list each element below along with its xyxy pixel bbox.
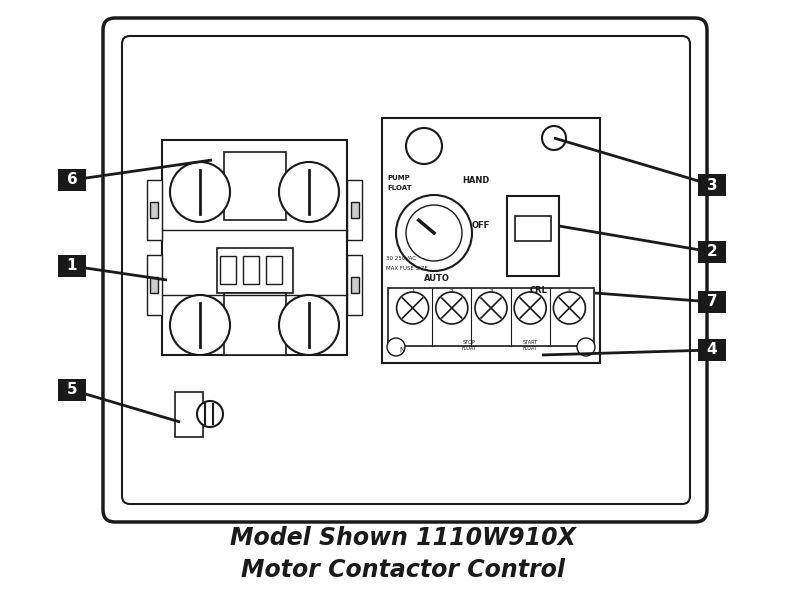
Text: 3: 3	[707, 177, 717, 192]
Text: OFF: OFF	[472, 221, 490, 230]
Bar	[58, 255, 86, 277]
Circle shape	[170, 162, 230, 222]
Bar	[243, 256, 259, 284]
Bar	[698, 174, 726, 196]
Circle shape	[397, 292, 429, 324]
Text: 4: 4	[707, 343, 717, 358]
Text: 5: 5	[67, 382, 77, 397]
Bar	[150, 202, 158, 218]
Bar	[220, 256, 236, 284]
Circle shape	[406, 128, 442, 164]
Bar	[147, 180, 162, 240]
Bar	[162, 140, 347, 355]
Text: 30 250VAC: 30 250VAC	[386, 256, 416, 261]
Bar	[58, 379, 86, 401]
Circle shape	[554, 292, 585, 324]
Text: AUTO: AUTO	[424, 274, 450, 283]
Text: Model Shown 1110W910X: Model Shown 1110W910X	[230, 526, 576, 550]
Bar	[150, 277, 158, 293]
Text: N: N	[400, 347, 405, 353]
Bar	[698, 339, 726, 361]
Text: 5: 5	[567, 289, 571, 294]
Bar	[224, 293, 286, 355]
Bar	[382, 118, 600, 363]
Text: 1: 1	[411, 289, 414, 294]
Text: 6: 6	[67, 172, 77, 188]
Circle shape	[406, 205, 462, 261]
Circle shape	[387, 338, 405, 356]
Bar	[175, 392, 203, 437]
Circle shape	[279, 162, 339, 222]
Circle shape	[577, 338, 595, 356]
Circle shape	[514, 292, 546, 324]
Bar	[266, 256, 282, 284]
Text: STOP
FLOAT: STOP FLOAT	[462, 340, 477, 351]
Bar	[698, 291, 726, 313]
Bar	[507, 196, 559, 276]
Circle shape	[279, 295, 339, 355]
Text: START
FLOAT: START FLOAT	[522, 340, 538, 351]
Text: Motor Contactor Control: Motor Contactor Control	[241, 558, 565, 582]
Text: CRL: CRL	[530, 286, 548, 295]
Bar	[388, 288, 594, 346]
Bar	[217, 248, 293, 293]
Text: 2: 2	[707, 245, 717, 260]
Text: 1: 1	[67, 258, 77, 273]
Circle shape	[197, 401, 223, 427]
Text: 3: 3	[489, 289, 492, 294]
Circle shape	[170, 295, 230, 355]
Circle shape	[475, 292, 507, 324]
Bar	[347, 255, 362, 315]
Text: MAX FUSE SIZE: MAX FUSE SIZE	[386, 266, 428, 271]
Text: HAND: HAND	[462, 176, 489, 185]
Bar	[147, 255, 162, 315]
Text: 4: 4	[529, 289, 532, 294]
Text: 7: 7	[707, 294, 717, 310]
FancyBboxPatch shape	[122, 36, 690, 504]
Bar	[347, 180, 362, 240]
Circle shape	[436, 292, 467, 324]
Bar	[58, 169, 86, 191]
Text: PUMP: PUMP	[387, 175, 409, 181]
Bar	[224, 152, 286, 220]
Circle shape	[396, 195, 472, 271]
Text: 2: 2	[450, 289, 454, 294]
FancyBboxPatch shape	[103, 18, 707, 522]
Bar	[351, 277, 359, 293]
Bar	[351, 202, 359, 218]
Circle shape	[542, 126, 566, 150]
Bar	[515, 216, 551, 241]
Bar	[698, 241, 726, 263]
Text: FLOAT: FLOAT	[387, 185, 412, 191]
